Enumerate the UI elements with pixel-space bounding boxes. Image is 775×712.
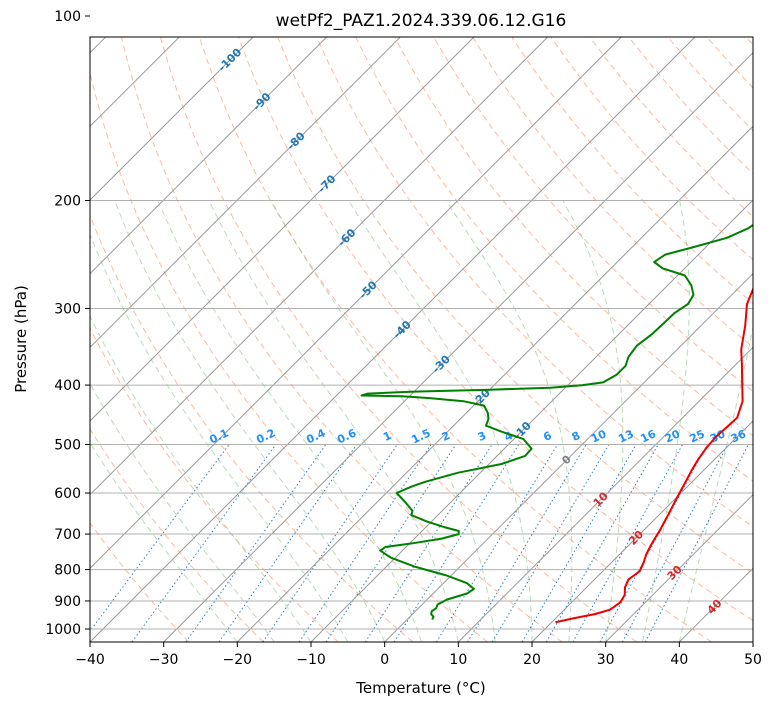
y-tick-label: 200 (54, 194, 81, 210)
moist-adiabat (78, 201, 348, 643)
dry-adiabat (613, 16, 775, 642)
y-tick-label: 700 (54, 527, 81, 543)
y-axis-label: Pressure (hPa) (12, 285, 30, 393)
x-tick-label: 40 (670, 652, 688, 668)
dry-adiabat (193, 16, 711, 642)
isotherm-line (311, 16, 775, 642)
moist-adiabat (158, 201, 422, 643)
y-tick-label: 300 (54, 301, 81, 317)
isotherm-line (237, 16, 775, 642)
moist-adiabat (209, 201, 458, 643)
mixing-ratio-label: 0.1 (207, 426, 230, 446)
isotherm-line (0, 16, 495, 642)
y-tick-label: 100 (54, 9, 81, 25)
mixing-ratio-label: 13 (616, 427, 635, 445)
x-tick-label: 30 (597, 652, 615, 668)
temperature-profile (555, 16, 775, 622)
y-tick-label: 800 (54, 563, 81, 579)
isotherm-line (16, 16, 642, 642)
isotherm-line (753, 16, 775, 642)
dry-adiabat (232, 16, 775, 642)
mixing-ratio-line (326, 445, 456, 643)
dry-adiabat (499, 16, 775, 642)
moist-adiabat (0, 201, 237, 643)
dry-adiabat (728, 16, 775, 642)
x-tick-label: −20 (223, 652, 253, 668)
moist-adiabat (679, 201, 773, 643)
x-tick-label: 50 (744, 652, 762, 668)
dry-adiabat (537, 16, 775, 642)
mixing-ratio-line (365, 445, 492, 643)
mixing-ratio-line (600, 445, 707, 643)
x-tick-label: −40 (75, 652, 105, 668)
mixing-ratio-label: 10 (589, 427, 609, 445)
x-axis-label: Temperature (°C) (355, 679, 485, 697)
dry-adiabat (766, 16, 775, 642)
mixing-ratio-label: 1.5 (409, 426, 432, 446)
mixing-ratio-label: 6 (541, 429, 554, 444)
isotherm-line (0, 16, 274, 642)
mixing-ratio-label: 0.4 (304, 426, 327, 446)
moist-adiabat (349, 201, 532, 643)
mixing-ratio-line (132, 445, 276, 643)
y-tick-label: 600 (54, 486, 81, 502)
x-tick-label: 0 (380, 652, 389, 668)
dry-adiabat (3, 16, 339, 642)
x-tick-label: 10 (449, 652, 467, 668)
mixing-ratio-line (573, 445, 683, 643)
dry-adiabat (0, 16, 264, 642)
isotherm-line (0, 16, 348, 642)
y-tick-label: 900 (54, 594, 81, 610)
isotherm-line (0, 16, 421, 642)
x-tick-label: −30 (149, 652, 179, 668)
x-tick-label: 20 (523, 652, 541, 668)
mixing-ratio-label: 0.6 (335, 426, 358, 446)
mixing-ratio-label: 1 (381, 429, 393, 444)
x-tick-label: −10 (296, 652, 326, 668)
line-labels: -100-90-80-70-60-50-40-30-20-10010203040… (207, 46, 748, 617)
mixing-ratio-label: 3 (476, 429, 488, 444)
y-tick-label: 1000 (45, 622, 81, 638)
mixing-ratio-line (468, 445, 587, 643)
moist-adiabat (115, 201, 385, 643)
chart-title: wetPf2_PAZ1.2024.339.06.12.G16 (276, 11, 567, 31)
moist-adiabat (271, 201, 495, 643)
mixing-ratio-label: 0.2 (254, 426, 277, 446)
y-tick-label: 500 (54, 437, 81, 453)
moist-adiabat (45, 201, 312, 643)
mixing-ratio-line (492, 445, 609, 643)
moist-adiabat (563, 201, 623, 643)
isotherm-line (679, 16, 775, 642)
isotherm-line (532, 16, 775, 642)
mixing-ratio-label: 2 (440, 429, 452, 444)
dry-adiabat (460, 16, 775, 642)
dry-adiabat (651, 16, 775, 642)
y-tick-label: 400 (54, 378, 81, 394)
isotherm-line (0, 16, 200, 642)
mixing-ratio-label: 25 (687, 427, 706, 445)
